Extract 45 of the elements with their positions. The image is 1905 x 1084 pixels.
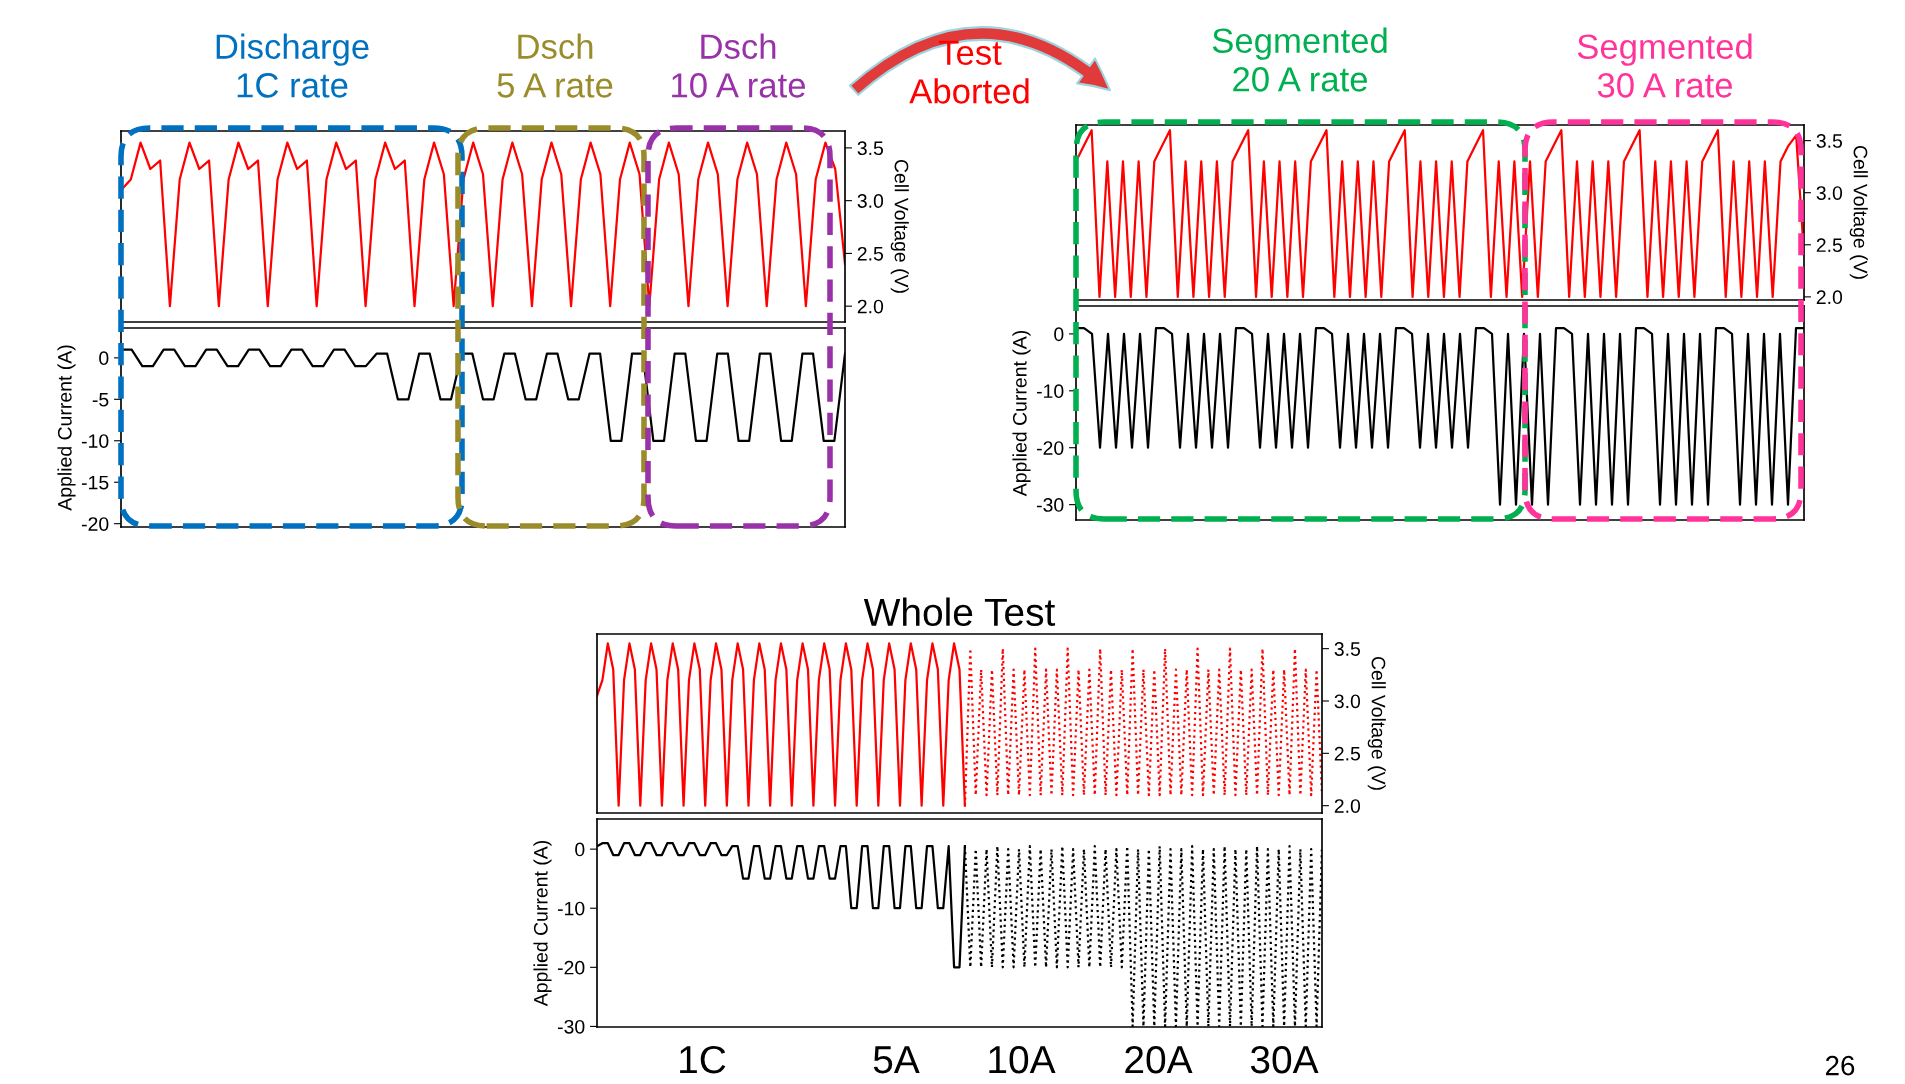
y-tick-label: 2.5 (1334, 746, 1361, 761)
y-tick-label: 0 (99, 351, 109, 366)
y-tick-label: -20 (1036, 441, 1064, 455)
text: Discharge 1C rate (216, 33, 369, 98)
y-axis-title: Applied Current (A) (57, 345, 76, 511)
text: 30A (1250, 1045, 1319, 1074)
y-axis-title: Applied Current (A) (1012, 330, 1031, 497)
y-tick-label: 3.5 (1816, 134, 1843, 148)
text: Segmented 30 A rate (1577, 33, 1752, 98)
text: Dsch 5 A rate (497, 33, 613, 98)
y-tick-label: 2.0 (1816, 290, 1843, 305)
y-axis-title: Cell Voltage (V) (1367, 656, 1386, 790)
y-tick-label: 0 (1054, 327, 1064, 342)
y-tick-label: 3.0 (1334, 694, 1361, 709)
text: 26 (1825, 1055, 1855, 1076)
y-tick-label: -20 (557, 960, 585, 975)
text: Segmented 20 A rate (1212, 27, 1387, 92)
text: 1C (680, 1045, 726, 1074)
text: Test Aborted (909, 40, 1029, 104)
y-tick-label: -10 (81, 434, 109, 448)
y-tick-label: -20 (81, 517, 109, 531)
y-tick-label: 3.5 (1334, 642, 1361, 656)
y-axis-title: Cell Voltage (V) (890, 159, 909, 293)
y-tick-label: 3.0 (857, 194, 884, 208)
y-tick-label: 0 (575, 842, 585, 857)
y-tick-label: 3.0 (1816, 186, 1843, 200)
y-tick-label: 2.5 (857, 246, 884, 261)
line-series (121, 141, 845, 308)
y-axis-title: Cell Voltage (V) (1849, 145, 1868, 279)
text: 10A (989, 1045, 1056, 1074)
text: Dsch 10 A rate (672, 33, 806, 98)
y-tick-label: 3.5 (857, 141, 884, 156)
y-tick-label: 2.0 (857, 299, 884, 314)
text: 20A (1125, 1045, 1193, 1074)
y-tick-label: -5 (92, 392, 109, 407)
chart-title: Whole Test (863, 597, 1056, 627)
y-tick-label: 2.5 (1816, 238, 1843, 253)
y-tick-label: -30 (1036, 498, 1064, 512)
y-tick-label: 2.0 (1334, 799, 1361, 813)
y-tick-label: -15 (81, 475, 109, 490)
y-tick-label: -10 (557, 901, 585, 916)
y-axis-title: Applied Current (A) (533, 840, 552, 1007)
y-tick-label: -30 (557, 1019, 585, 1034)
y-tick-label: -10 (1036, 384, 1064, 399)
text: 5A (873, 1046, 920, 1074)
